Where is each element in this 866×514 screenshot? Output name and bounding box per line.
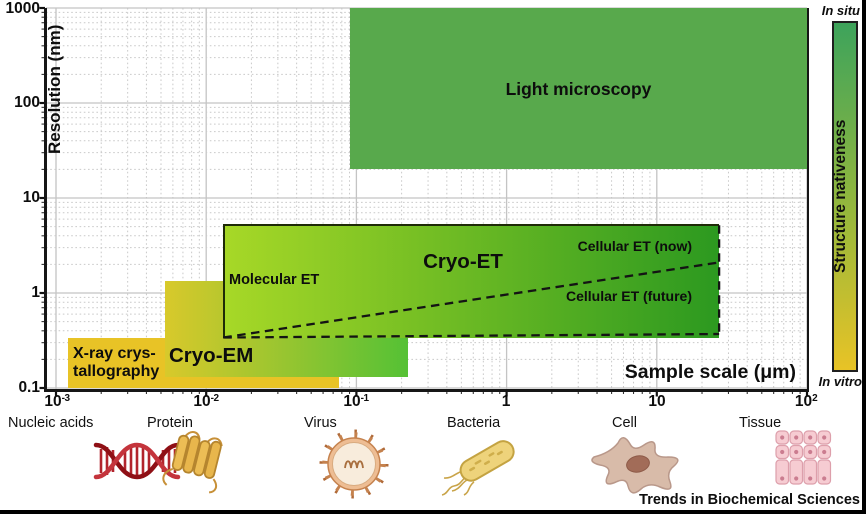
label-cellular-et-future: Cellular ET (future): [565, 288, 692, 304]
tick-exp: -2: [210, 393, 219, 404]
label-molecular-et: Molecular ET: [229, 272, 320, 288]
colorbar-top-label: In situ: [821, 3, 860, 18]
specimen-label-nucleic-acids: Nucleic acids: [8, 415, 94, 431]
plot-right-border: [806, 8, 809, 390]
x-tick-1e-2: 10-2: [193, 392, 219, 411]
y-tick-10: 10: [22, 189, 40, 206]
x-tick-1e-3: 10-3: [44, 392, 70, 411]
colorbar-title: Structure nativeness: [832, 119, 849, 274]
specimen-label-cell: Cell: [612, 415, 637, 431]
cell-icon: [586, 427, 688, 504]
y-tick-1000: 1000: [5, 0, 40, 17]
region-label-light-microscopy: Light microscopy: [505, 79, 652, 99]
x-tick-1e-1: 10-1: [343, 392, 369, 411]
tick-base: 10: [343, 393, 361, 411]
tick-base: 10: [44, 393, 62, 411]
y-axis-title: Resolution (nm): [45, 24, 64, 154]
region-label-cryo-et: Cryo-ET: [423, 250, 503, 273]
y-tick-100: 100: [14, 94, 40, 111]
tick-exp: -3: [61, 393, 70, 404]
tick-base: 10: [193, 393, 211, 411]
journal-credit: Trends in Biochemical Sciences: [639, 492, 860, 508]
label-cellular-et-now: Cellular ET (now): [577, 238, 692, 254]
specimen-label-protein: Protein: [147, 415, 193, 431]
bacteria-icon: [428, 427, 528, 504]
tick-base: 10: [648, 393, 666, 411]
xray-label-line2: tallography: [73, 363, 160, 380]
protein-icon: [162, 428, 228, 499]
tick-exp: -1: [360, 393, 369, 404]
structure-nativeness-colorbar: [832, 21, 858, 372]
y-tick-0.1: 0.1: [18, 379, 40, 396]
colorbar-bottom-label: In vitro: [818, 374, 862, 389]
y-tick-1: 1: [31, 284, 40, 301]
y-axis-line: [43, 8, 47, 391]
tick-base: 1: [501, 393, 511, 411]
dna-icon: [93, 436, 181, 491]
xray-label-line1: X-ray crys-: [73, 345, 156, 362]
x-tick-1: 1: [502, 392, 511, 411]
x-tick-1e2: 102: [794, 392, 818, 411]
x-tick-10: 10: [648, 392, 665, 411]
specimen-label-virus: Virus: [304, 415, 337, 431]
region-label-cryo-em: Cryo-EM: [169, 344, 254, 367]
specimen-label-tissue: Tissue: [739, 415, 782, 431]
x-axis-line: [43, 389, 809, 392]
x-axis-title: Sample scale (μm): [624, 361, 796, 383]
tissue-icon: [774, 429, 832, 490]
tick-base: 10: [794, 393, 813, 411]
specimen-label-bacteria: Bacteria: [447, 415, 501, 431]
region-label-xray-crystallography: X-ray crys-tallography: [73, 345, 183, 381]
virus-icon: [317, 427, 391, 506]
tick-exp: 2: [812, 393, 818, 404]
